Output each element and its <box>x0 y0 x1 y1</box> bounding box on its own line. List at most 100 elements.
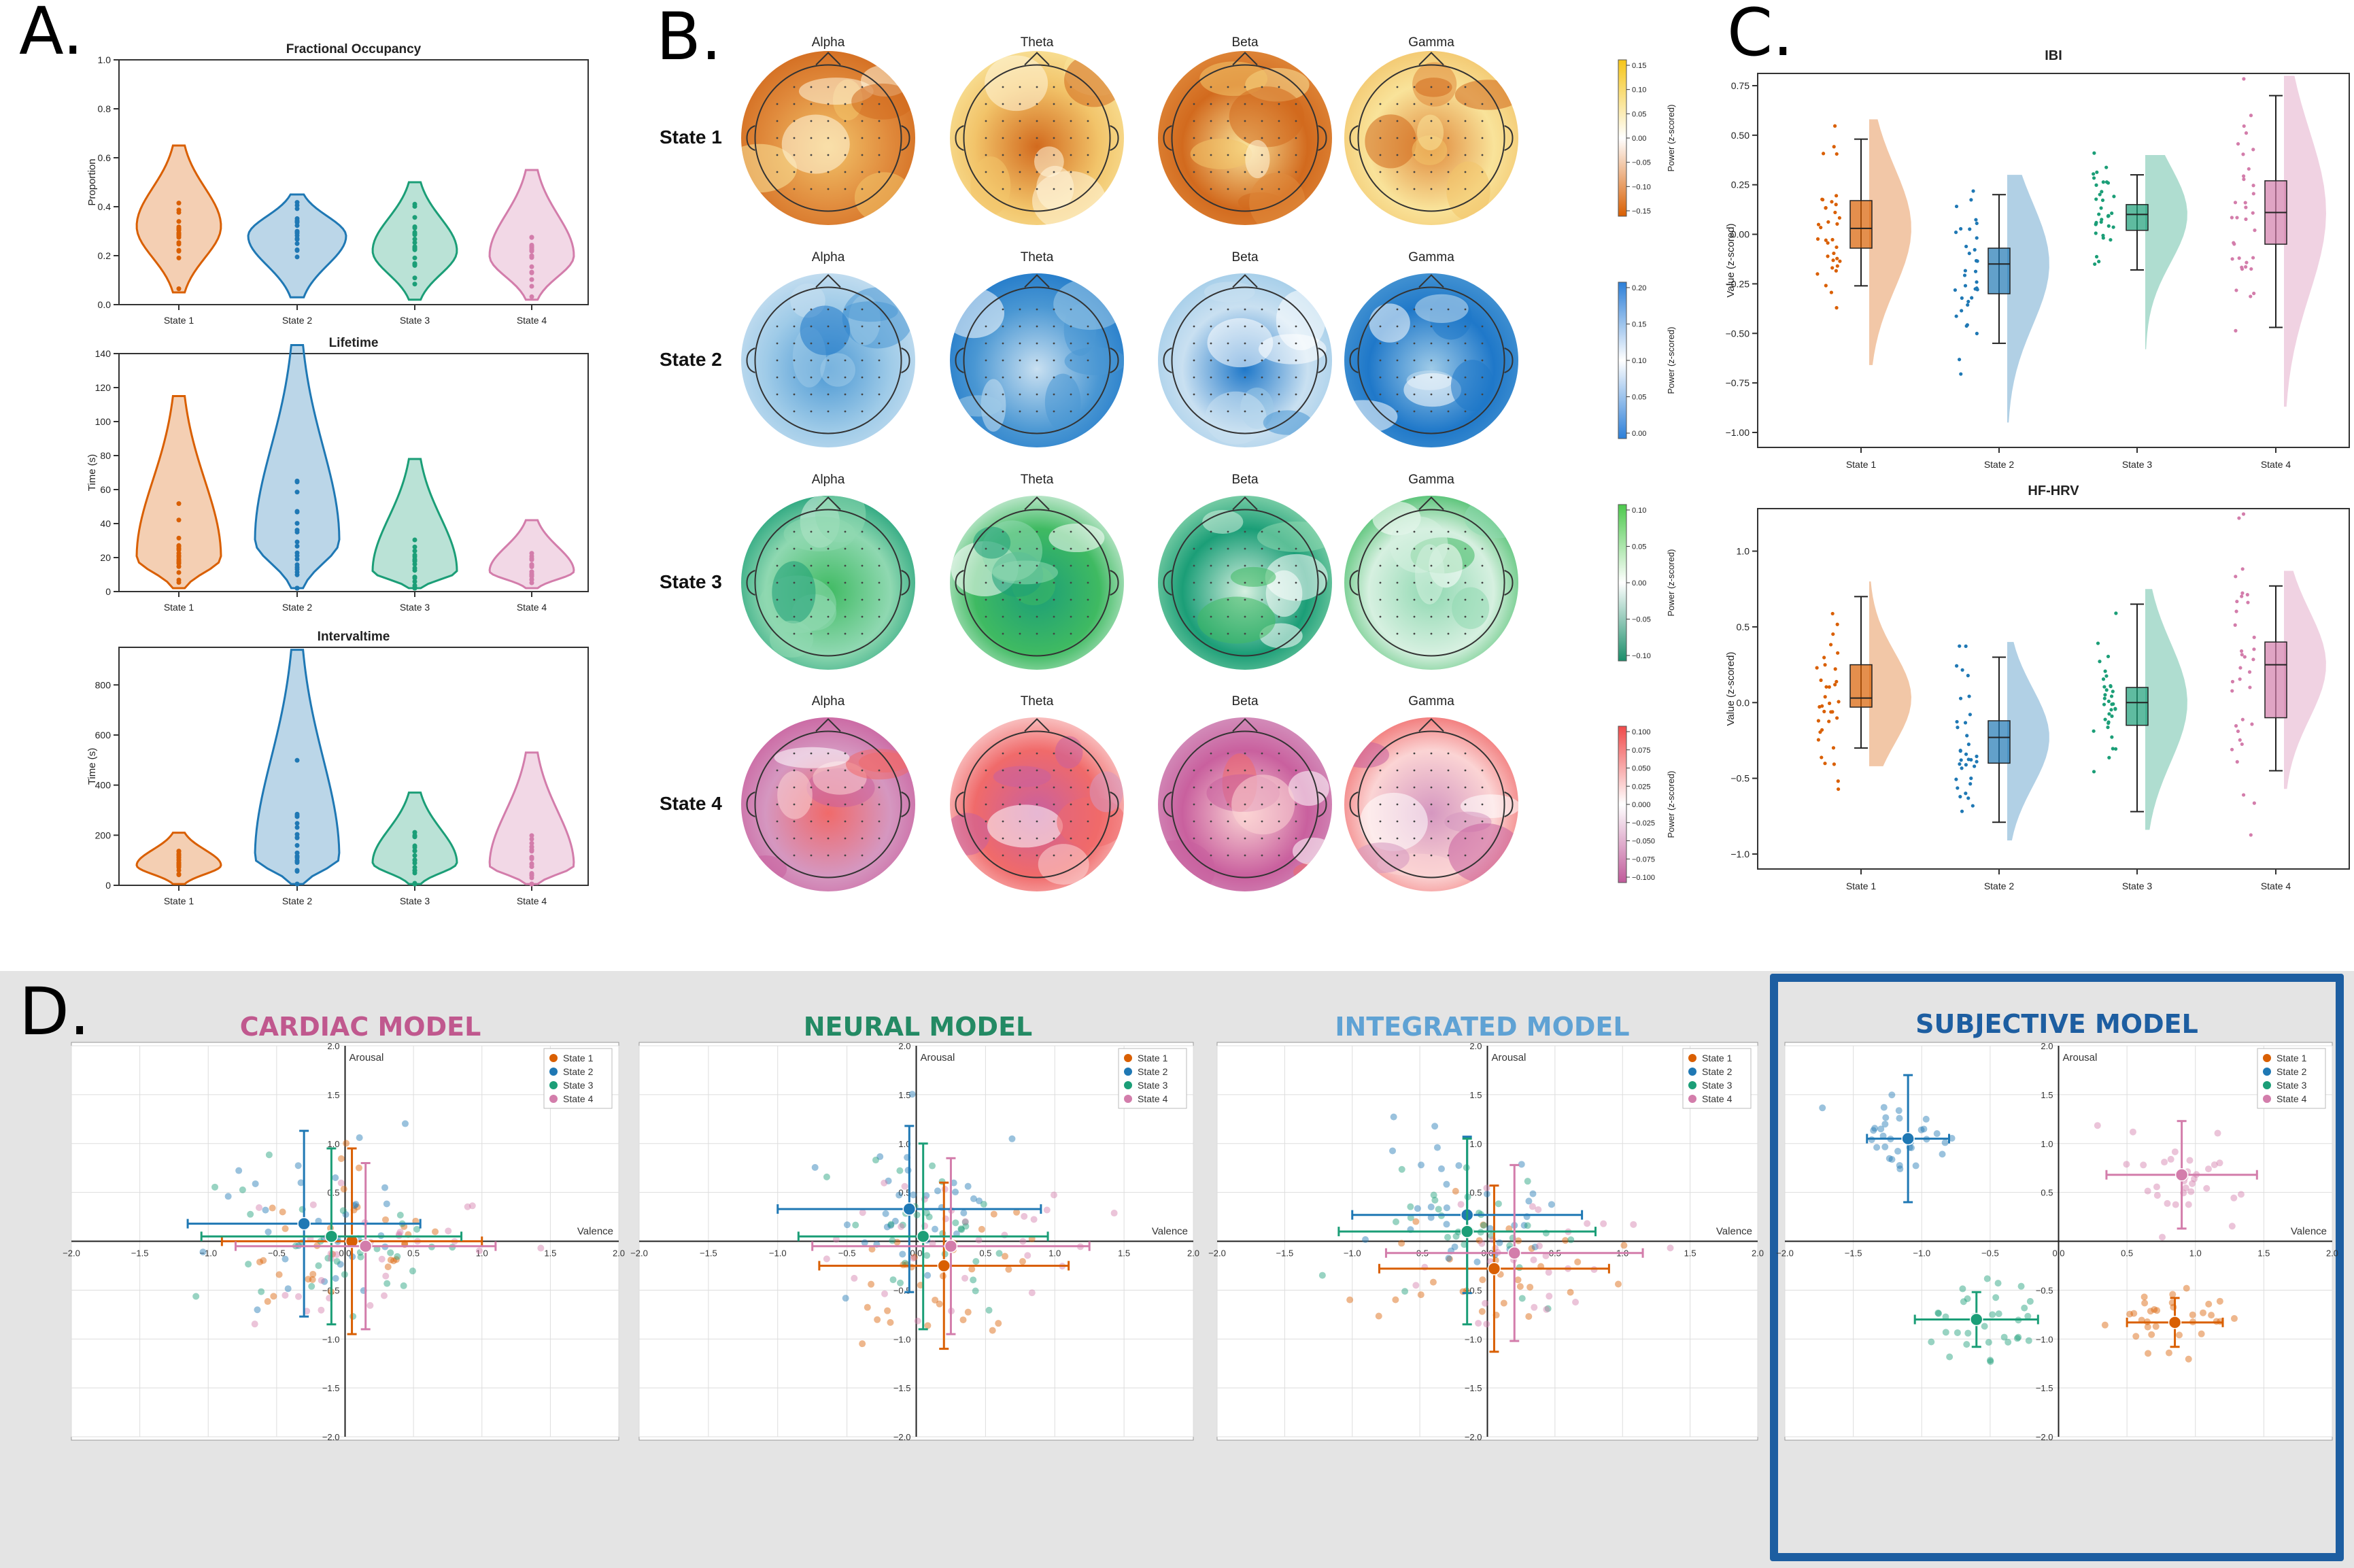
scatter-point-state-4 <box>2182 1184 2189 1191</box>
scatter-point-state-1 <box>2101 1321 2109 1329</box>
right-ear-outline <box>901 347 910 373</box>
electrode-dot <box>1070 854 1072 857</box>
rain-point-state-3 <box>2112 194 2116 199</box>
electrode-dot <box>861 103 864 105</box>
electrode-dot <box>827 581 830 584</box>
electrode-dot <box>844 530 847 533</box>
scatter-point-state-3 <box>923 1209 930 1216</box>
scatter-point-state-4 <box>929 1240 936 1247</box>
electrode-dot <box>1087 359 1089 362</box>
violin-point-state-2 <box>294 543 300 549</box>
electrode-dot <box>1019 598 1021 601</box>
violin-point-state-2 <box>294 850 300 855</box>
rain-point-state-2 <box>1974 258 1979 263</box>
electrode-dot <box>1036 393 1038 396</box>
cardiac-model-title: CARDIAC MODEL <box>239 1012 481 1042</box>
left-ear-outline <box>1163 125 1172 151</box>
scatter-point-state-2 <box>1907 1144 1915 1152</box>
electrode-dot <box>878 786 881 789</box>
electrode-dot <box>844 547 847 550</box>
rain-point-state-4 <box>2247 167 2251 171</box>
electrode-dot <box>1464 547 1467 550</box>
scatter-point-state-1 <box>337 1155 345 1163</box>
panel-a-violin-plots: Fractional OccupancyProportion0.00.20.40… <box>86 42 589 904</box>
electrode-dot <box>1087 581 1089 584</box>
legend-marker-state-3 <box>1688 1081 1696 1089</box>
left-ear-outline <box>1349 125 1359 151</box>
violin-point-state-2 <box>294 529 300 534</box>
scatter-point-state-1 <box>2200 1309 2207 1316</box>
violin-point-state-3 <box>412 579 417 584</box>
scatter-point-state-1 <box>1452 1187 1459 1195</box>
electrode-dot <box>1210 530 1212 533</box>
scatter-point-state-3 <box>889 1276 897 1284</box>
electrode-dot <box>985 598 987 601</box>
electrode-dot <box>1036 598 1038 601</box>
electrode-dot <box>793 632 796 635</box>
rain-point-state-4 <box>2240 267 2245 271</box>
state-row-label: State 4 <box>660 793 722 814</box>
violin-point-state-2 <box>294 821 300 826</box>
scatter-point-state-3 <box>823 1173 830 1180</box>
electrode-dot <box>985 342 987 345</box>
x-tick-label: State 1 <box>164 315 194 326</box>
topomap-blob <box>1044 373 1081 431</box>
scatter-point-state-2 <box>1886 1155 1893 1162</box>
legend-marker-state-4 <box>1124 1095 1132 1103</box>
head-outline <box>963 730 1111 879</box>
y-tick-label: 1.5 <box>2041 1090 2053 1100</box>
electrode-dot <box>776 581 779 584</box>
scatter-point-state-3 <box>1995 1310 2002 1318</box>
head-outline <box>1171 64 1319 212</box>
violin-point-state-2 <box>294 248 300 253</box>
scatter-point-state-1 <box>1516 1282 1524 1290</box>
electrode-dot <box>1244 615 1246 618</box>
rain-point-state-1 <box>1826 241 1830 245</box>
colorbar-tick-label: 0.15 <box>1632 321 1646 329</box>
electrode-dot <box>1396 359 1399 362</box>
electrode-dot <box>1036 120 1038 122</box>
topomap-blob <box>772 561 816 624</box>
scatter-point-state-2 <box>1873 1144 1881 1151</box>
electrode-dot <box>1295 615 1297 618</box>
topomap-blob <box>1197 596 1276 644</box>
electrode-dot <box>827 154 830 156</box>
scatter-point-state-1 <box>924 1322 932 1329</box>
electrode-dot <box>1464 564 1467 567</box>
electrode-dot <box>1278 137 1280 139</box>
scatter-point-state-1 <box>1392 1296 1399 1303</box>
scatter-point-state-3 <box>970 1276 977 1284</box>
violin-point-state-3 <box>412 565 417 570</box>
legend-label: State 3 <box>563 1080 594 1091</box>
topomap-blobs <box>951 520 1105 606</box>
scatter-point-state-3 <box>923 1252 931 1259</box>
electrode-dot <box>1087 103 1089 105</box>
electrode-dot <box>827 803 830 806</box>
electrode-dot <box>1447 820 1450 823</box>
rain-point-state-4 <box>2239 649 2244 653</box>
scatter-point-state-2 <box>1819 1104 1826 1112</box>
electrode-dot <box>1278 547 1280 550</box>
electrode-dot <box>1002 376 1004 379</box>
topomap-blob <box>1344 400 1398 434</box>
scatter-point-state-4 <box>382 1272 390 1280</box>
violin-point-state-1 <box>176 207 182 213</box>
scatter-point-state-2 <box>383 1200 390 1208</box>
electrode-dot <box>1379 342 1382 345</box>
electrode-dot <box>1464 530 1467 533</box>
state-mean-marker-4 <box>944 1239 958 1253</box>
electrode-dot <box>1087 171 1089 173</box>
electrode-dot <box>1210 376 1212 379</box>
legend-label: State 1 <box>1702 1053 1733 1063</box>
y-tick-label: −2.0 <box>322 1432 340 1442</box>
topomap-blob <box>845 749 913 780</box>
violin-point-state-2 <box>294 237 300 242</box>
scatter-point-state-4 <box>318 1276 325 1284</box>
topomap-blob <box>1454 80 1518 110</box>
electrode-dot <box>1413 410 1416 413</box>
scatter-point-state-1 <box>1562 1237 1569 1244</box>
rain-point-state-3 <box>2098 660 2102 664</box>
scatter-point-state-3 <box>889 1237 896 1244</box>
scatter-point-state-3 <box>995 1250 1003 1257</box>
rain-point-state-4 <box>2237 256 2241 260</box>
